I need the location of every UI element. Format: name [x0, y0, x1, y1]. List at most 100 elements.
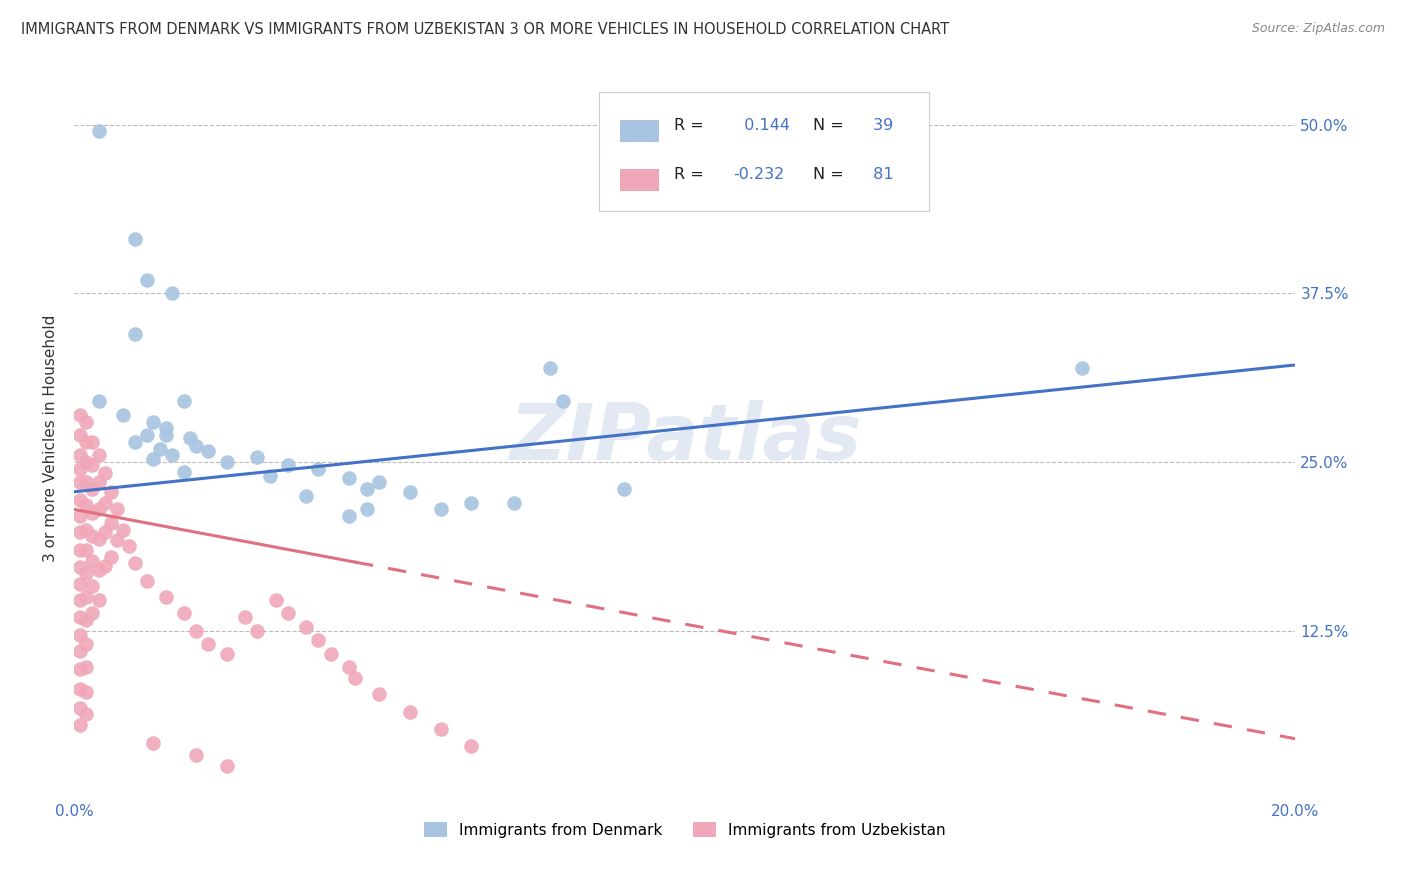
- Point: [186, 624, 208, 638]
- Point: [82, 553, 104, 567]
- Point: [69, 448, 91, 462]
- Point: [246, 624, 269, 638]
- Point: [173, 465, 195, 479]
- Point: [69, 610, 91, 624]
- Text: N =: N =: [813, 168, 844, 183]
- Point: [75, 707, 97, 722]
- Point: [87, 502, 110, 516]
- Point: [69, 462, 91, 476]
- Point: [75, 455, 97, 469]
- Point: [337, 660, 360, 674]
- Point: [551, 394, 574, 409]
- Text: N =: N =: [813, 119, 844, 133]
- Point: [69, 475, 91, 490]
- Point: [75, 498, 97, 512]
- Point: [75, 523, 97, 537]
- Point: [215, 758, 238, 772]
- Point: [87, 563, 110, 577]
- Point: [307, 462, 329, 476]
- Point: [87, 124, 110, 138]
- Point: [87, 592, 110, 607]
- Point: [69, 560, 91, 574]
- Point: [343, 671, 366, 685]
- Bar: [620, 169, 659, 191]
- Point: [142, 736, 165, 750]
- Text: IMMIGRANTS FROM DENMARK VS IMMIGRANTS FROM UZBEKISTAN 3 OR MORE VEHICLES IN HOUS: IMMIGRANTS FROM DENMARK VS IMMIGRANTS FR…: [21, 22, 949, 37]
- Point: [142, 452, 165, 467]
- Point: [87, 394, 110, 409]
- Point: [87, 448, 110, 462]
- Point: [69, 628, 91, 642]
- Text: Source: ZipAtlas.com: Source: ZipAtlas.com: [1251, 22, 1385, 36]
- Text: R =: R =: [673, 119, 703, 133]
- Point: [295, 489, 318, 503]
- Point: [155, 428, 177, 442]
- Point: [118, 539, 141, 553]
- Point: [69, 700, 91, 714]
- Point: [277, 458, 299, 472]
- Point: [538, 360, 561, 375]
- Point: [173, 607, 195, 621]
- Text: 81: 81: [868, 168, 894, 183]
- Point: [149, 442, 172, 456]
- Point: [1070, 360, 1092, 375]
- Point: [136, 428, 159, 442]
- Point: [295, 620, 318, 634]
- Point: [264, 592, 287, 607]
- Point: [75, 475, 97, 490]
- Point: [82, 529, 104, 543]
- Point: [75, 684, 97, 698]
- Point: [93, 525, 115, 540]
- Point: [179, 431, 201, 445]
- Point: [399, 705, 422, 719]
- Point: [93, 559, 115, 574]
- Point: [142, 415, 165, 429]
- Point: [82, 458, 104, 472]
- Point: [93, 495, 115, 509]
- Point: [399, 484, 422, 499]
- Point: [368, 475, 391, 490]
- Point: [502, 495, 524, 509]
- Point: [69, 509, 91, 524]
- Point: [233, 610, 256, 624]
- Point: [100, 516, 122, 530]
- Point: [69, 662, 91, 676]
- Point: [75, 566, 97, 580]
- Point: [87, 475, 110, 490]
- Point: [160, 448, 183, 462]
- Point: [69, 718, 91, 732]
- Point: [160, 286, 183, 301]
- Point: [75, 660, 97, 674]
- Point: [69, 408, 91, 422]
- Point: [111, 523, 134, 537]
- Point: [136, 273, 159, 287]
- Text: ZIPatlas: ZIPatlas: [509, 401, 860, 476]
- Point: [155, 421, 177, 435]
- Point: [429, 723, 451, 737]
- Point: [319, 647, 342, 661]
- Point: [75, 542, 97, 557]
- Legend: Immigrants from Denmark, Immigrants from Uzbekistan: Immigrants from Denmark, Immigrants from…: [418, 815, 952, 844]
- Point: [136, 574, 159, 588]
- Point: [69, 428, 91, 442]
- Point: [155, 590, 177, 604]
- Text: -0.232: -0.232: [734, 168, 785, 183]
- Point: [75, 590, 97, 604]
- Point: [215, 455, 238, 469]
- Point: [356, 482, 378, 496]
- Point: [368, 687, 391, 701]
- Point: [69, 525, 91, 540]
- Point: [124, 326, 146, 341]
- Point: [82, 434, 104, 449]
- Text: R =: R =: [673, 168, 703, 183]
- Point: [124, 434, 146, 449]
- Point: [246, 450, 269, 464]
- Point: [215, 647, 238, 661]
- Point: [105, 502, 128, 516]
- Text: 0.144: 0.144: [734, 119, 790, 133]
- Point: [186, 747, 208, 762]
- Point: [186, 439, 208, 453]
- Point: [93, 466, 115, 480]
- Point: [82, 607, 104, 621]
- Point: [460, 495, 482, 509]
